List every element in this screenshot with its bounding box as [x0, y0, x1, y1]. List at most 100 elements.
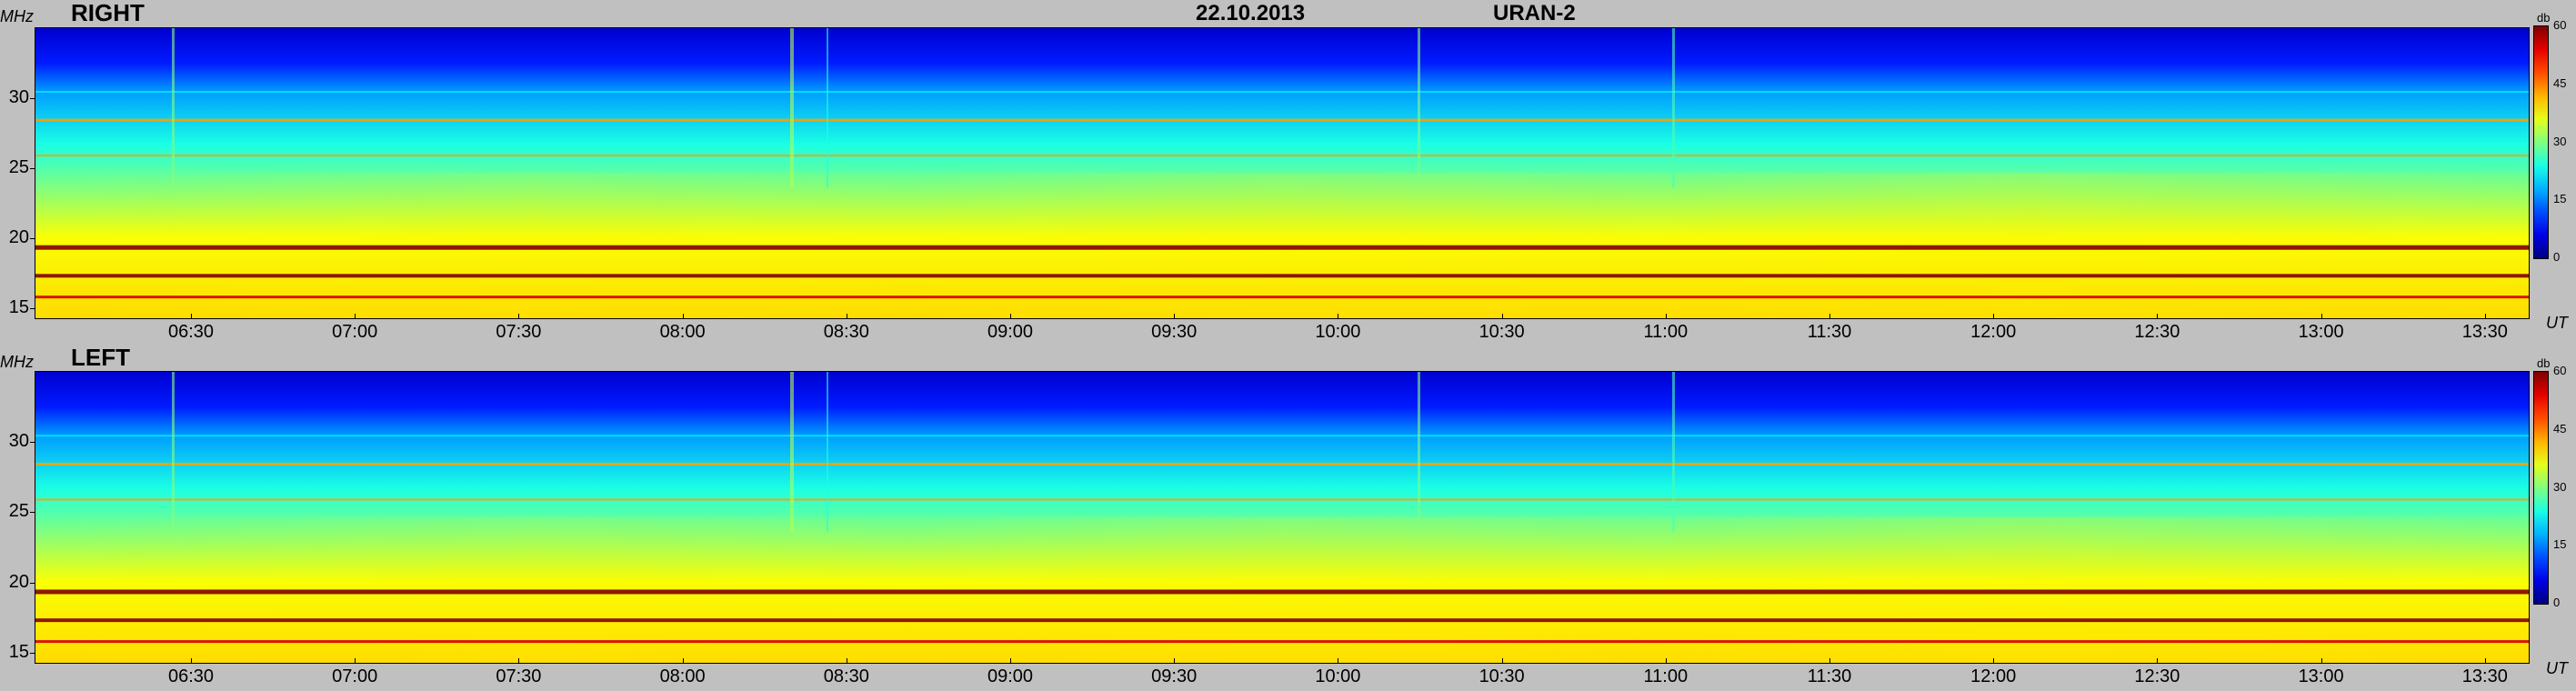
y-tick-label: 30	[8, 87, 29, 107]
interference-line	[35, 274, 2529, 278]
x-tick-mark	[1665, 658, 1667, 664]
x-tick-label: 09:00	[987, 322, 1034, 342]
burst-line	[1418, 372, 1420, 532]
burst-line	[1418, 28, 1420, 188]
spectrogram-svg	[35, 372, 2529, 663]
x-tick-label: 08:30	[823, 322, 869, 342]
x-tick-mark	[1501, 658, 1503, 664]
x-tick-label: 10:00	[1315, 666, 1361, 686]
x-tick-label: 08:30	[823, 666, 869, 686]
x-tick-mark	[355, 658, 356, 664]
y-tick-label: 25	[8, 157, 29, 177]
x-tick-mark	[682, 658, 684, 664]
x-tick-label: 09:00	[987, 666, 1034, 686]
x-tick-mark	[2157, 314, 2159, 319]
x-tick-label: 13:00	[2298, 322, 2344, 342]
x-tick-mark	[1665, 314, 1667, 319]
colorbar-tick-label: 30	[2553, 134, 2567, 148]
interference-line	[35, 498, 2529, 501]
y-tick-mark	[30, 98, 35, 99]
colorbar-right	[2533, 25, 2549, 259]
panel-label-left: LEFT	[71, 344, 130, 371]
colorbar-unit-label: db	[2537, 356, 2551, 370]
burst-line	[790, 372, 794, 532]
x-tick-label: 12:30	[2134, 666, 2180, 686]
x-tick-label: 07:00	[332, 666, 378, 686]
colorbar-tick-label: 60	[2553, 18, 2567, 32]
burst-line	[827, 28, 828, 188]
x-tick-label: 09:30	[1151, 666, 1198, 686]
x-tick-mark	[1174, 314, 1176, 319]
colorbar-fill	[2534, 26, 2548, 258]
interference-line	[35, 155, 2529, 157]
x-tick-mark	[682, 314, 684, 319]
colorbar-gradient	[2534, 372, 2548, 604]
y-tick-mark	[30, 238, 35, 239]
x-tick-label: 11:30	[1807, 322, 1852, 342]
x-tick-mark	[1829, 658, 1830, 664]
x-tick-label: 07:00	[332, 322, 378, 342]
y-tick-mark	[30, 512, 35, 514]
interference-line	[35, 118, 2529, 122]
colorbar-tick-label: 0	[2553, 596, 2561, 609]
y-tick-label: 15	[8, 641, 29, 662]
y-tick-mark	[30, 308, 35, 309]
y-tick-mark	[30, 582, 35, 584]
x-tick-mark	[191, 658, 192, 664]
x-tick-mark	[355, 314, 356, 319]
colorbar-tick-label: 45	[2553, 75, 2567, 90]
x-tick-mark	[1993, 314, 1995, 319]
y-tick-mark	[30, 442, 35, 444]
interference-line	[35, 245, 2529, 250]
burst-line	[1672, 372, 1675, 532]
x-tick-label: 12:30	[2134, 322, 2180, 342]
instrument-title: URAN-2	[1493, 1, 1576, 25]
burst-line	[172, 372, 175, 532]
x-tick-label: 10:30	[1478, 666, 1525, 686]
interference-line	[35, 435, 2529, 437]
x-tick-label: 06:30	[167, 322, 215, 342]
colorbar-tick-label: 15	[2553, 192, 2567, 206]
y-unit-label: MHz	[0, 353, 34, 371]
x-tick-label: 08:00	[659, 666, 706, 686]
x-tick-label: 08:00	[659, 322, 706, 342]
colorbar-gradient	[2534, 26, 2548, 258]
colorbar-left	[2533, 371, 2549, 605]
interference-line	[35, 91, 2529, 94]
colorbar-unit-label: db	[2537, 11, 2551, 25]
x-tick-label: 11:00	[1643, 322, 1689, 342]
x-unit-label: UT	[2546, 659, 2568, 677]
x-tick-mark	[518, 314, 520, 319]
x-tick-mark	[2157, 658, 2159, 664]
spectrogram-right	[35, 27, 2530, 319]
x-tick-mark	[191, 314, 192, 319]
interference-line	[35, 589, 2529, 595]
colorbar-tick-label: 30	[2553, 479, 2567, 494]
x-tick-mark	[1829, 314, 1830, 319]
x-tick-mark	[2484, 658, 2486, 664]
x-tick-label: 12:00	[1970, 322, 2017, 342]
y-tick-mark	[30, 168, 35, 169]
burst-line	[172, 28, 175, 188]
x-tick-label: 13:30	[2461, 666, 2508, 686]
x-tick-label: 06:30	[167, 666, 215, 686]
colorbar-tick-label: 45	[2553, 421, 2567, 436]
x-tick-mark	[2320, 658, 2322, 664]
x-tick-mark	[2484, 314, 2486, 319]
y-tick-label: 25	[8, 501, 29, 522]
y-unit-label: MHz	[0, 7, 34, 25]
burst-line	[790, 28, 794, 188]
x-tick-label: 13:30	[2461, 322, 2508, 342]
y-tick-label: 30	[8, 431, 29, 452]
x-tick-mark	[1174, 658, 1176, 664]
x-tick-mark	[1993, 658, 1995, 664]
x-tick-label: 09:30	[1151, 322, 1198, 342]
x-tick-label: 10:30	[1478, 322, 1525, 342]
interference-line	[35, 462, 2529, 466]
spectrogram-left	[35, 371, 2530, 664]
x-tick-label: 12:00	[1970, 666, 2017, 686]
x-tick-mark	[1501, 314, 1503, 319]
spectrogram-svg	[35, 28, 2529, 318]
x-tick-label: 07:30	[496, 666, 542, 686]
colorbar-tick-label: 15	[2553, 537, 2567, 552]
